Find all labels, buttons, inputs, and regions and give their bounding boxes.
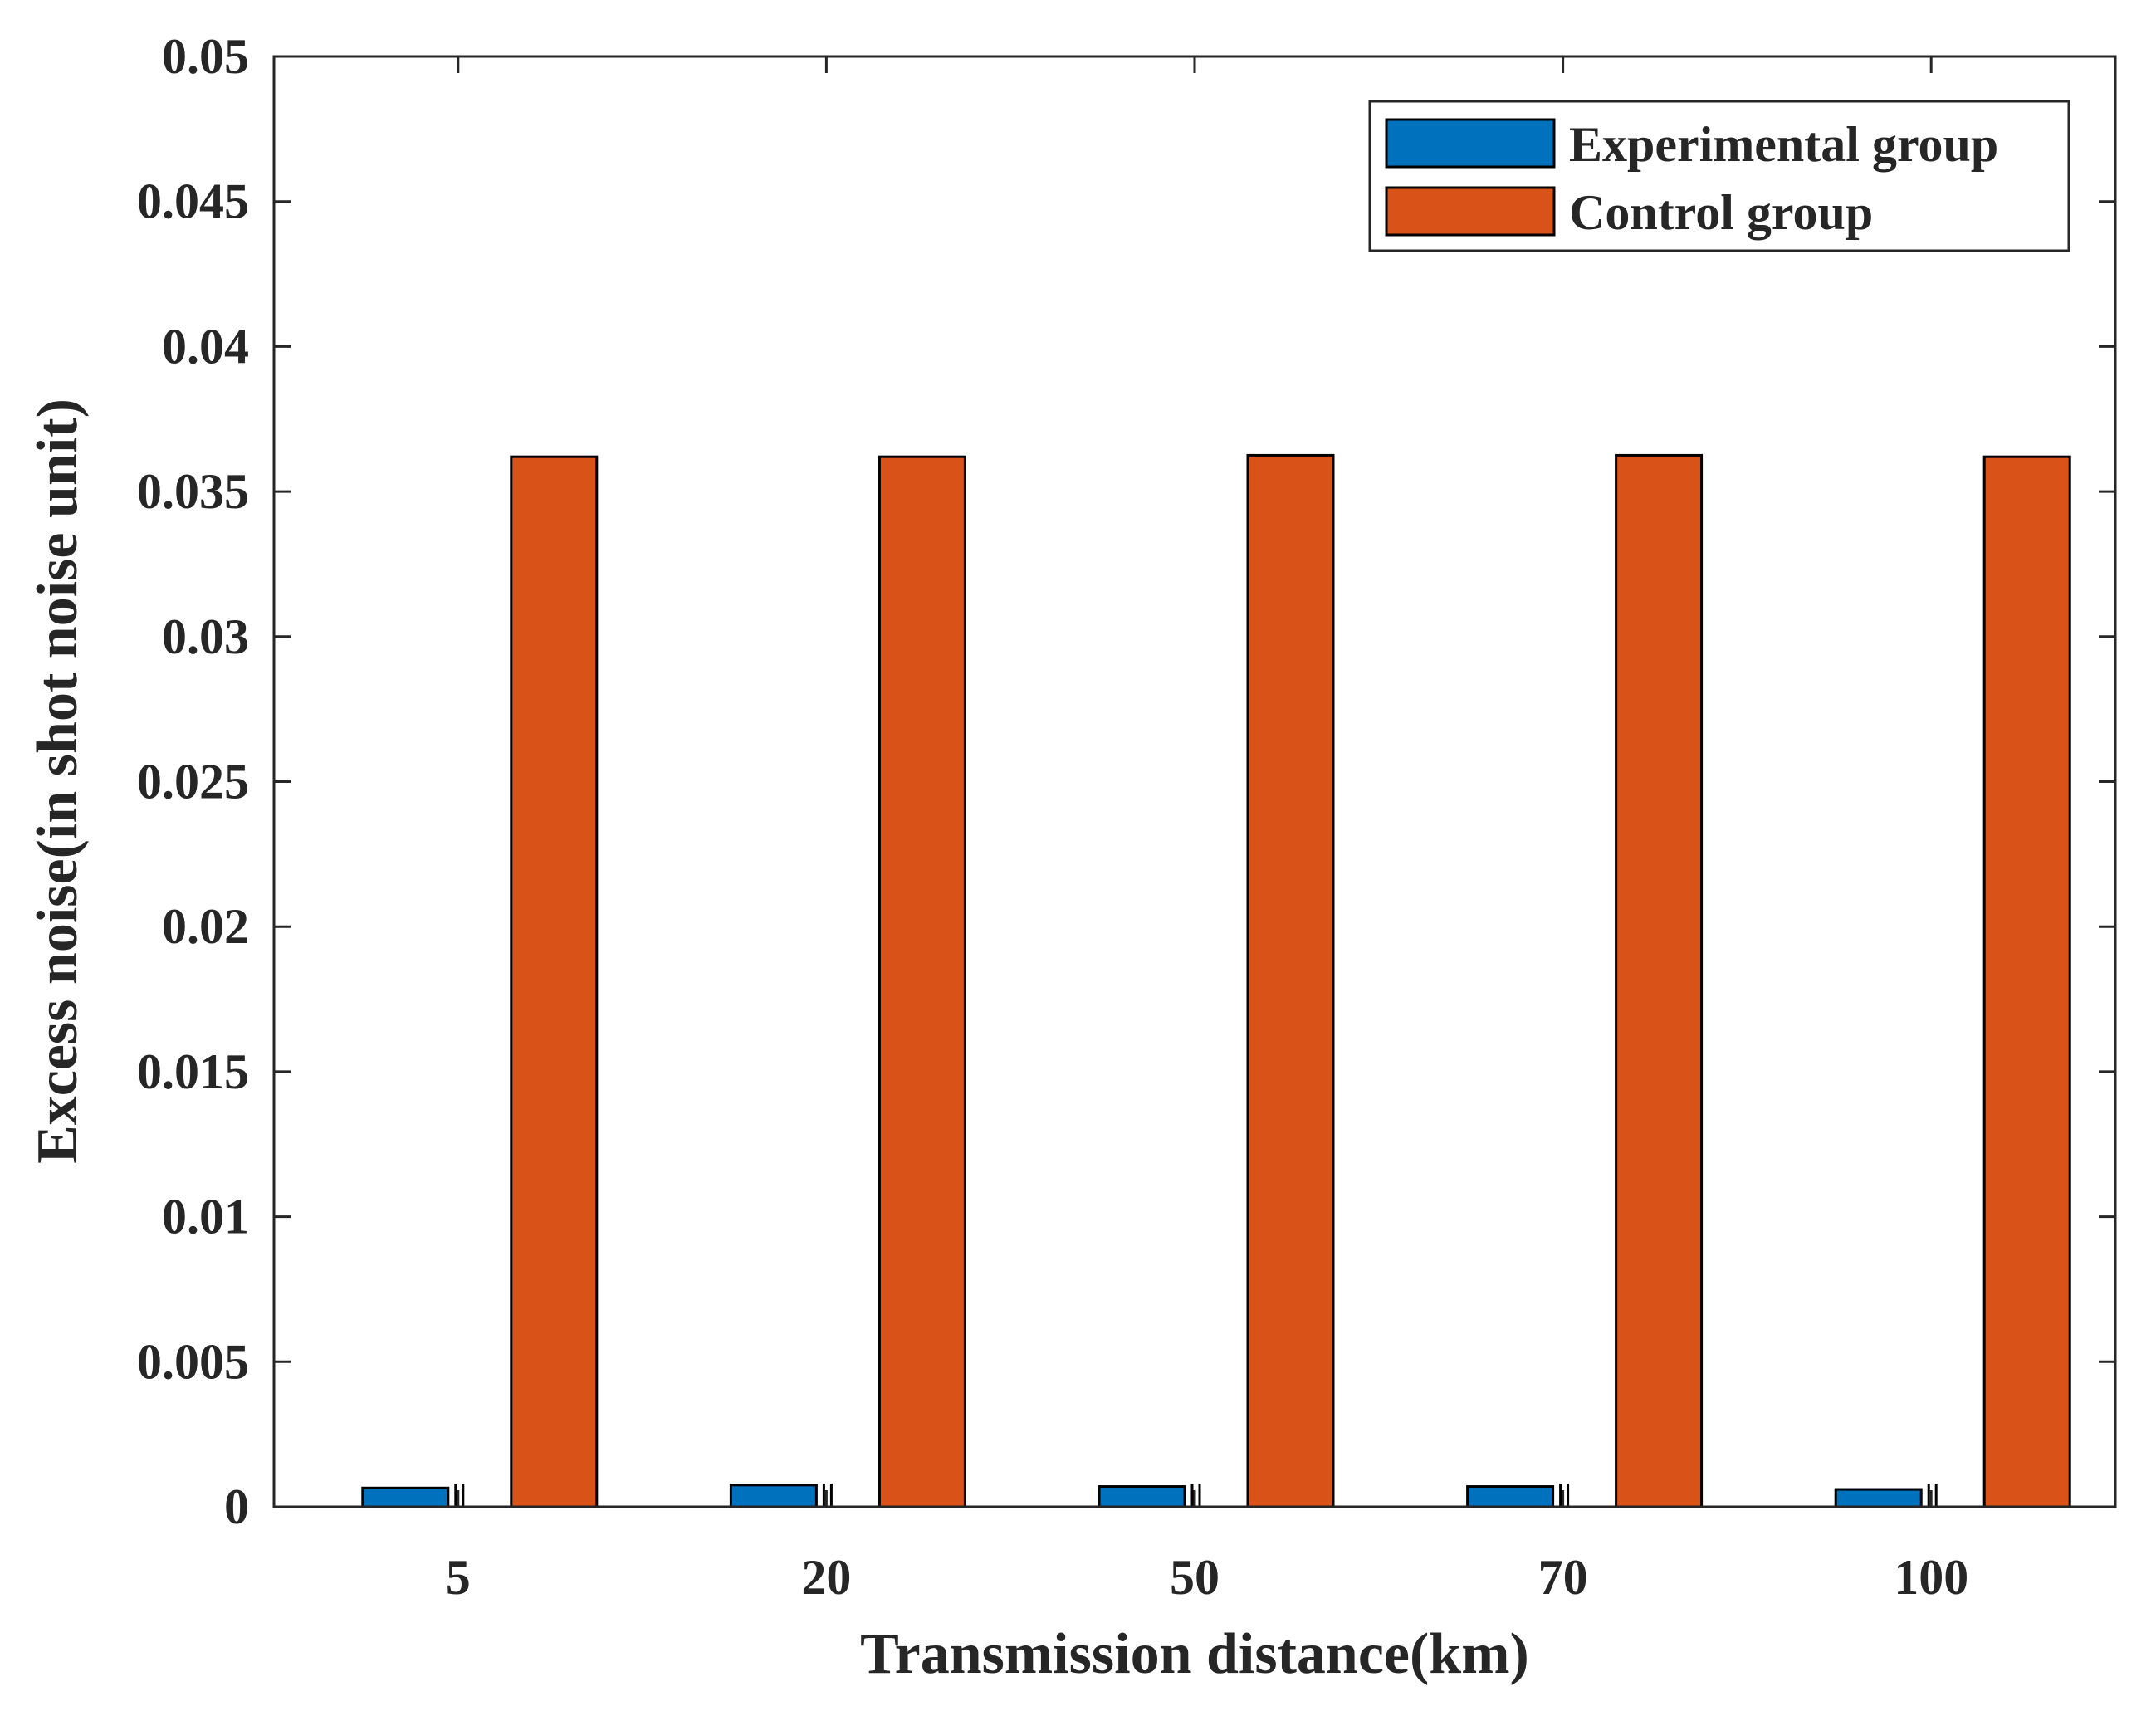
legend-swatch-experimental [1385, 118, 1556, 169]
bar-experimental-70 [1466, 1485, 1555, 1508]
y-tick-label-6: 0.03 [162, 609, 249, 664]
legend-label-experimental: Experimental group [1569, 117, 1998, 172]
y-tick-label-5: 0.025 [137, 755, 249, 809]
x-axis-label: Transmission distance(km) [860, 1622, 1529, 1686]
y-tick-label-2: 0.01 [162, 1190, 249, 1244]
x-tick-label-50: 50 [1170, 1550, 1220, 1605]
x-tick-label-20: 20 [801, 1550, 851, 1605]
x-tick-label-100: 100 [1894, 1550, 1968, 1605]
y-tick-label-7: 0.035 [137, 464, 249, 519]
x-tick-label-5: 5 [446, 1550, 471, 1605]
y-tick-label-4: 0.02 [162, 899, 249, 954]
y-tick-label-8: 0.04 [162, 319, 249, 374]
bar-control-100 [1982, 455, 2071, 1508]
ticks-layer [274, 56, 2115, 1507]
legend: Experimental group Control group [1368, 100, 2070, 252]
y-tick-label-9: 0.045 [137, 174, 249, 229]
bar-control-70 [1615, 453, 1704, 1508]
bar-control-5 [510, 455, 599, 1508]
bar-experimental-20 [729, 1484, 818, 1508]
bar-experimental-100 [1834, 1488, 1923, 1508]
y-tick-label-10: 0.05 [162, 29, 249, 84]
y-tick-label-0: 0 [224, 1479, 249, 1534]
bar-control-50 [1246, 453, 1335, 1508]
bar-experimental-5 [361, 1486, 450, 1508]
bars-layer [361, 453, 2071, 1508]
legend-label-control: Control group [1569, 185, 1873, 240]
x-tick-label-70: 70 [1538, 1550, 1588, 1605]
y-tick-label-1: 0.005 [137, 1334, 249, 1389]
bar-control-20 [878, 455, 966, 1508]
y-axis-label: Excess noise(in shot noise unit) [26, 398, 90, 1164]
plot-frame [272, 55, 2117, 1508]
bar-experimental-50 [1098, 1485, 1186, 1508]
labels-layer: 5 20 50 70 100 0 0.005 0.01 0.015 0.02 0.025 0.03 0.… [137, 29, 1968, 1605]
legend-swatch-control [1385, 186, 1556, 237]
y-tick-label-3: 0.015 [137, 1044, 249, 1099]
